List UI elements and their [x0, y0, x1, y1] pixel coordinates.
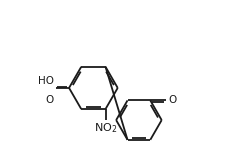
- Text: NO$_2$: NO$_2$: [94, 121, 117, 135]
- Text: O: O: [46, 95, 54, 106]
- Text: O: O: [168, 95, 176, 105]
- Text: HO: HO: [38, 76, 55, 86]
